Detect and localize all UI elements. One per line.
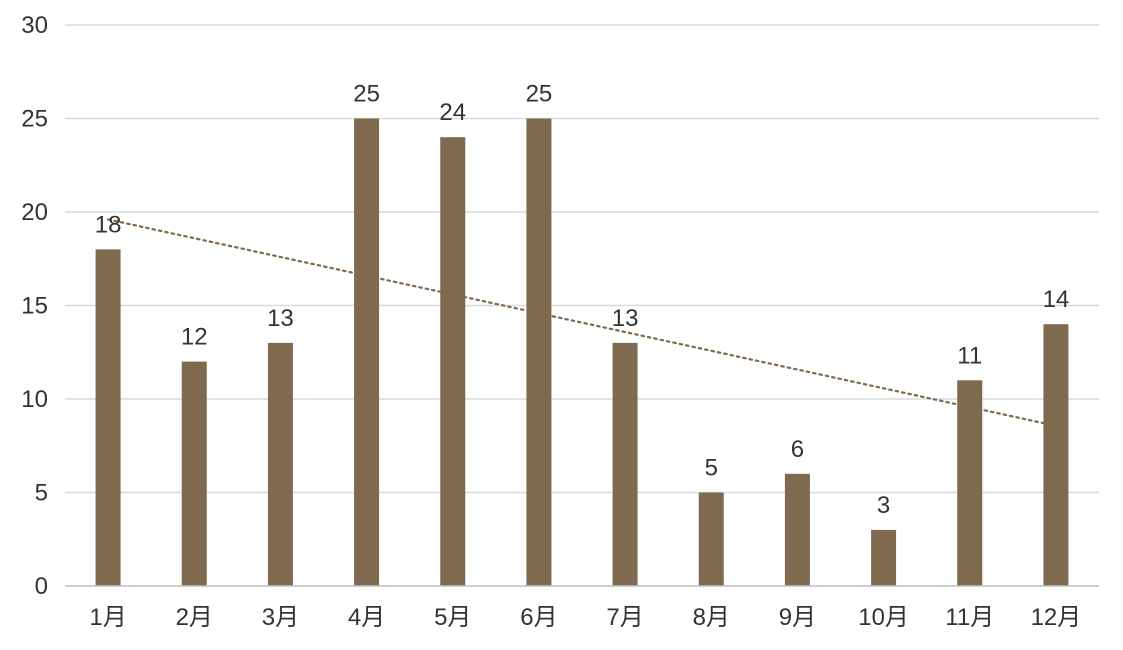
bar — [354, 118, 380, 586]
data-label: 14 — [1043, 286, 1070, 313]
x-tick-label: 3月 — [262, 604, 299, 631]
x-tick-label: 7月 — [606, 604, 643, 631]
gridlines — [65, 24, 1099, 494]
x-tick-label: 11月 — [945, 604, 994, 631]
y-tick-label: 5 — [35, 480, 48, 507]
y-tick-label: 0 — [35, 573, 48, 600]
data-label: 18 — [95, 211, 122, 238]
bar — [95, 249, 121, 586]
x-axis-tick-labels: 1月 2月 3月 4月 5月 6月 7月 8月 9月 10月 11月 12月 — [89, 604, 1081, 631]
data-label: 25 — [353, 81, 380, 108]
data-labels: 18 12 13 25 24 25 13 5 6 3 11 14 — [95, 81, 1070, 519]
data-label: 24 — [439, 99, 466, 126]
x-tick-label: 1月 — [89, 604, 126, 631]
bar — [957, 380, 983, 586]
data-label: 11 — [957, 342, 982, 369]
x-tick-label: 4月 — [348, 604, 385, 631]
data-label: 25 — [526, 81, 553, 108]
data-label: 5 — [705, 455, 718, 482]
x-tick-label: 8月 — [693, 604, 730, 631]
x-tick-label: 5月 — [434, 604, 471, 631]
bar — [181, 361, 207, 586]
bar — [698, 492, 724, 586]
bars — [95, 118, 1069, 586]
bar — [612, 342, 638, 586]
data-label: 6 — [791, 436, 804, 463]
y-axis-tick-labels: 0 5 10 15 20 25 30 — [21, 12, 48, 600]
y-tick-label: 25 — [21, 106, 48, 133]
trendline-group — [106, 218, 1058, 427]
bar — [267, 342, 293, 586]
bar — [526, 118, 552, 586]
bar — [1043, 324, 1069, 586]
trendline — [106, 218, 1058, 427]
x-tick-label: 6月 — [520, 604, 557, 631]
data-label: 12 — [181, 324, 208, 351]
data-label: 13 — [267, 305, 294, 332]
bar — [871, 529, 897, 586]
bar — [440, 137, 466, 586]
y-tick-label: 10 — [21, 386, 48, 413]
y-tick-label: 20 — [21, 199, 48, 226]
data-label: 13 — [612, 305, 639, 332]
x-tick-label: 12月 — [1031, 604, 1082, 631]
x-tick-label: 10月 — [858, 604, 909, 631]
y-tick-label: 30 — [21, 12, 48, 39]
x-tick-label: 9月 — [779, 604, 816, 631]
bar — [784, 473, 810, 586]
data-label: 3 — [877, 492, 890, 519]
x-tick-label: 2月 — [176, 604, 213, 631]
y-tick-label: 15 — [21, 293, 48, 320]
